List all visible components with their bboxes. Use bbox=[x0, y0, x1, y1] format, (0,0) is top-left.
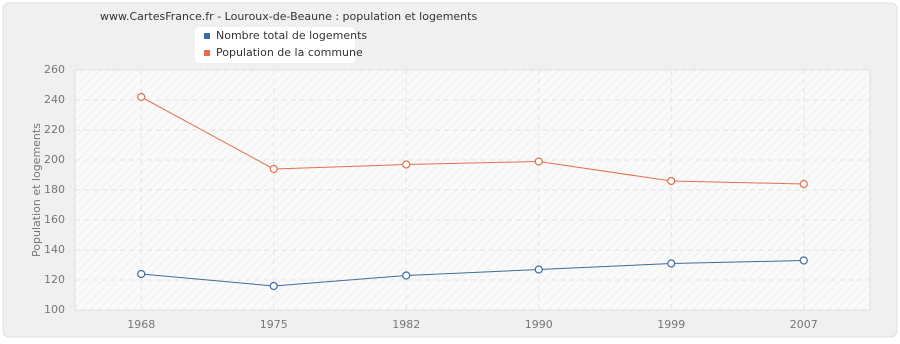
x-tick-label: 2007 bbox=[790, 318, 818, 331]
legend bbox=[195, 27, 355, 63]
series-line bbox=[141, 260, 804, 287]
y-tick-label: 200 bbox=[44, 153, 65, 166]
data-point bbox=[534, 265, 543, 274]
y-tick-label: 160 bbox=[44, 213, 65, 226]
data-point bbox=[799, 256, 808, 265]
x-tick-label: 1968 bbox=[127, 318, 155, 331]
data-point bbox=[402, 160, 411, 169]
chart-title: www.CartesFrance.fr - Louroux-de-Beaune … bbox=[100, 10, 477, 23]
y-tick-label: 260 bbox=[44, 63, 65, 76]
y-tick-label: 120 bbox=[44, 273, 65, 286]
series-line bbox=[141, 96, 804, 185]
data-point bbox=[269, 164, 278, 174]
data-point bbox=[137, 92, 146, 102]
x-tick-label: 1982 bbox=[392, 318, 420, 331]
y-tick-label: 140 bbox=[44, 243, 65, 256]
data-point bbox=[799, 179, 808, 189]
legend-label: Nombre total de logements bbox=[216, 29, 367, 42]
data-point bbox=[667, 176, 676, 186]
data-point bbox=[534, 157, 543, 166]
data-point bbox=[667, 259, 676, 268]
y-tick-label: 180 bbox=[44, 183, 65, 196]
legend-label: Population de la commune bbox=[216, 46, 363, 59]
x-tick-label: 1999 bbox=[657, 318, 685, 331]
data-point bbox=[137, 269, 146, 279]
legend-swatch bbox=[204, 33, 210, 39]
y-tick-label: 100 bbox=[44, 303, 65, 316]
data-point bbox=[269, 281, 278, 291]
y-axis-label: Population et logements bbox=[30, 123, 43, 257]
y-tick-label: 220 bbox=[44, 123, 65, 136]
x-tick-label: 1975 bbox=[260, 318, 288, 331]
x-tick-label: 1990 bbox=[525, 318, 553, 331]
data-point bbox=[402, 271, 411, 280]
legend-swatch bbox=[204, 50, 210, 56]
y-tick-label: 240 bbox=[44, 93, 65, 106]
